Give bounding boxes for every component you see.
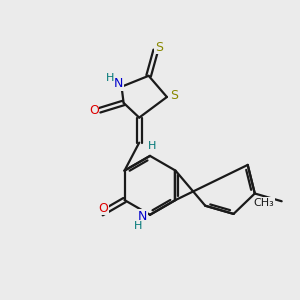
Text: S: S: [170, 89, 178, 102]
Text: O: O: [89, 104, 99, 117]
Text: N: N: [138, 210, 147, 223]
Text: N: N: [114, 77, 123, 90]
Text: S: S: [155, 41, 163, 54]
Text: H: H: [134, 221, 142, 231]
Text: H: H: [106, 74, 115, 83]
Text: H: H: [148, 141, 157, 151]
Text: O: O: [99, 202, 109, 215]
Text: CH₃: CH₃: [254, 198, 274, 208]
